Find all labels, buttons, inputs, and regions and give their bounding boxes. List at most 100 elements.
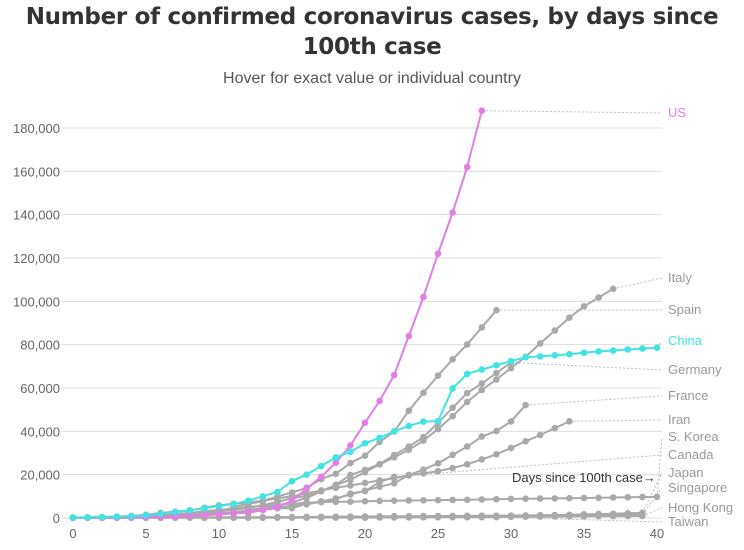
- data-point[interactable]: [215, 502, 223, 510]
- data-point[interactable]: [347, 459, 354, 467]
- data-point[interactable]: [434, 417, 442, 425]
- data-point[interactable]: [463, 370, 471, 378]
- data-point[interactable]: [580, 349, 588, 356]
- data-point[interactable]: [624, 346, 632, 353]
- data-point[interactable]: [405, 497, 413, 504]
- data-point[interactable]: [449, 513, 456, 521]
- data-point[interactable]: [580, 494, 588, 502]
- data-point[interactable]: [288, 502, 296, 510]
- data-point[interactable]: [361, 419, 369, 426]
- data-point[interactable]: [113, 513, 121, 521]
- series-label-china[interactable]: China: [668, 333, 703, 348]
- data-point[interactable]: [376, 397, 383, 405]
- data-point[interactable]: [609, 512, 617, 520]
- data-point[interactable]: [201, 511, 208, 519]
- data-point[interactable]: [390, 451, 398, 459]
- data-point[interactable]: [478, 433, 486, 440]
- data-point[interactable]: [259, 506, 267, 514]
- series-label-germany[interactable]: Germany: [668, 362, 722, 377]
- series-label-us[interactable]: US: [668, 105, 686, 120]
- data-point[interactable]: [507, 444, 515, 452]
- data-point[interactable]: [639, 493, 646, 501]
- series-label-japan[interactable]: Japan: [668, 465, 703, 480]
- data-point[interactable]: [536, 340, 544, 347]
- data-point[interactable]: [420, 293, 427, 301]
- data-point[interactable]: [434, 467, 442, 475]
- data-point[interactable]: [420, 418, 427, 425]
- series-italy[interactable]: [69, 285, 617, 521]
- data-point[interactable]: [653, 344, 661, 352]
- data-point[interactable]: [463, 398, 471, 406]
- data-point[interactable]: [449, 356, 456, 363]
- data-point[interactable]: [128, 512, 135, 520]
- data-point[interactable]: [376, 497, 383, 505]
- data-point[interactable]: [595, 494, 602, 502]
- data-point[interactable]: [609, 347, 617, 354]
- data-point[interactable]: [566, 418, 573, 425]
- data-point[interactable]: [434, 513, 442, 521]
- data-point[interactable]: [332, 454, 340, 461]
- data-point[interactable]: [288, 513, 296, 521]
- data-point[interactable]: [522, 401, 529, 409]
- data-point[interactable]: [376, 478, 383, 486]
- data-point[interactable]: [347, 482, 354, 489]
- data-point[interactable]: [507, 513, 515, 521]
- data-point[interactable]: [332, 513, 340, 521]
- data-point[interactable]: [376, 513, 383, 521]
- data-point[interactable]: [449, 464, 456, 472]
- data-point[interactable]: [376, 483, 383, 490]
- data-point[interactable]: [303, 471, 310, 478]
- data-point[interactable]: [244, 508, 252, 516]
- data-point[interactable]: [171, 508, 179, 516]
- data-point[interactable]: [449, 451, 456, 459]
- data-point[interactable]: [551, 424, 559, 432]
- data-point[interactable]: [405, 422, 413, 430]
- data-point[interactable]: [347, 442, 354, 449]
- data-point[interactable]: [376, 460, 383, 468]
- series-label-canada[interactable]: Canada: [668, 447, 714, 462]
- data-point[interactable]: [274, 513, 281, 521]
- data-point[interactable]: [639, 345, 646, 352]
- data-point[interactable]: [595, 348, 602, 355]
- data-point[interactable]: [420, 389, 427, 397]
- data-point[interactable]: [507, 495, 515, 503]
- data-point[interactable]: [434, 496, 442, 504]
- data-point[interactable]: [507, 418, 515, 425]
- data-point[interactable]: [566, 314, 573, 321]
- data-point[interactable]: [478, 496, 486, 503]
- data-point[interactable]: [405, 443, 413, 450]
- data-point[interactable]: [522, 353, 529, 361]
- data-point[interactable]: [536, 495, 544, 502]
- data-point[interactable]: [215, 511, 223, 518]
- data-point[interactable]: [595, 294, 602, 301]
- data-point[interactable]: [361, 452, 369, 459]
- data-point[interactable]: [332, 459, 340, 467]
- data-point[interactable]: [449, 496, 456, 504]
- data-point[interactable]: [566, 494, 573, 502]
- data-point[interactable]: [303, 494, 310, 502]
- series-label-s-korea[interactable]: S. Korea: [668, 429, 719, 444]
- data-point[interactable]: [420, 470, 427, 477]
- data-point[interactable]: [478, 324, 486, 331]
- data-point[interactable]: [536, 513, 544, 520]
- data-point[interactable]: [434, 460, 442, 467]
- data-point[interactable]: [463, 163, 471, 171]
- data-point[interactable]: [639, 512, 646, 520]
- data-point[interactable]: [493, 450, 500, 458]
- data-point[interactable]: [478, 107, 486, 114]
- data-point[interactable]: [361, 497, 369, 505]
- data-point[interactable]: [493, 427, 500, 435]
- series-label-iran[interactable]: Iran: [668, 412, 690, 427]
- data-point[interactable]: [390, 479, 398, 487]
- data-point[interactable]: [84, 514, 91, 521]
- data-point[interactable]: [390, 513, 398, 521]
- data-point[interactable]: [420, 433, 427, 441]
- data-point[interactable]: [347, 448, 354, 456]
- data-point[interactable]: [390, 371, 398, 379]
- data-point[interactable]: [580, 303, 588, 310]
- data-point[interactable]: [361, 513, 369, 521]
- data-point[interactable]: [609, 285, 617, 293]
- series-label-italy[interactable]: Italy: [668, 270, 692, 285]
- data-point[interactable]: [463, 389, 471, 397]
